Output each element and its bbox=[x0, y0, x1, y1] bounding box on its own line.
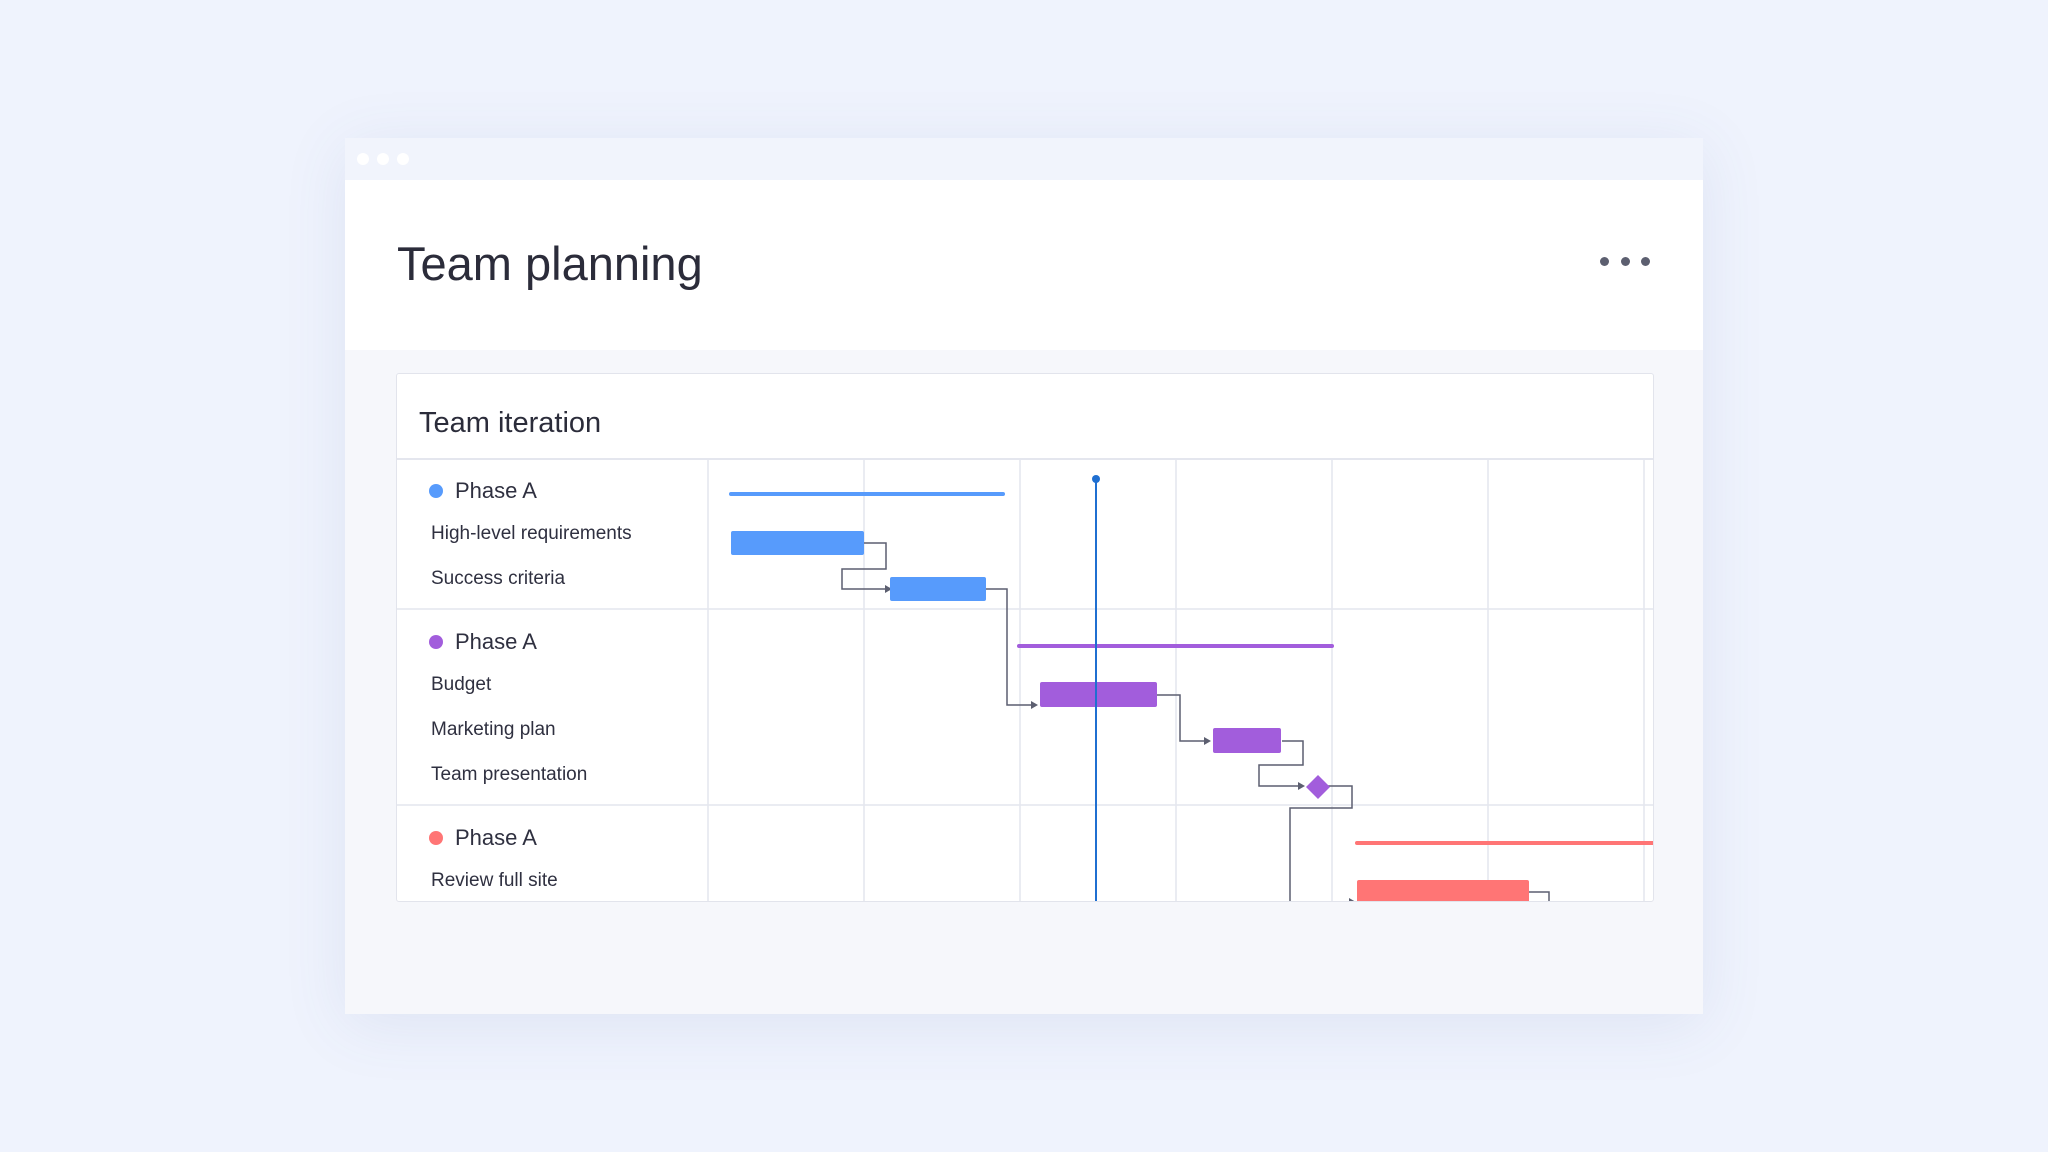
task-bar[interactable] bbox=[1357, 880, 1529, 902]
task-row-label[interactable]: Budget bbox=[431, 674, 492, 695]
group-header-phase[interactable]: Phase A bbox=[429, 631, 537, 653]
today-marker-dot bbox=[1092, 475, 1100, 483]
task-row-label[interactable]: Marketing plan bbox=[431, 719, 556, 740]
group-color-dot bbox=[429, 484, 443, 498]
arrow-head bbox=[885, 585, 892, 593]
group-label: Phase A bbox=[455, 478, 537, 503]
task-row-label[interactable]: High-level requirements bbox=[431, 523, 632, 544]
arrow-head bbox=[1349, 898, 1355, 901]
window-control-dot[interactable] bbox=[377, 153, 389, 165]
task-bar[interactable] bbox=[890, 577, 986, 601]
app-window: Team planning Team iteration bbox=[345, 138, 1703, 1014]
arrow-head bbox=[1204, 737, 1211, 745]
widget-title: Team iteration bbox=[419, 407, 602, 439]
window-control-dot[interactable] bbox=[357, 153, 369, 165]
group-header-phase[interactable]: Phase A bbox=[429, 827, 537, 849]
task-bar[interactable] bbox=[1213, 728, 1281, 753]
dependency-connector bbox=[985, 588, 1033, 706]
dependency-connector bbox=[1289, 785, 1353, 901]
page-title: Team planning bbox=[397, 237, 703, 290]
group-header-phase[interactable]: Phase A bbox=[429, 480, 537, 502]
more-horizontal-icon bbox=[1600, 256, 1609, 266]
dependency-connector bbox=[1258, 740, 1304, 787]
task-row-label[interactable]: Team presentation bbox=[431, 764, 588, 785]
more-horizontal-icon bbox=[1620, 256, 1630, 266]
group-color-dot bbox=[429, 635, 443, 649]
task-row-label[interactable]: Success criteria bbox=[431, 568, 566, 589]
task-bar[interactable] bbox=[1040, 682, 1157, 707]
divider bbox=[397, 458, 1653, 460]
window-titlebar bbox=[345, 138, 1703, 180]
arrow-head bbox=[1031, 701, 1038, 709]
task-bar[interactable] bbox=[731, 531, 864, 555]
dependency-connector bbox=[1157, 694, 1206, 742]
gantt-widget: Team iteration bbox=[396, 373, 1654, 902]
task-row-label[interactable]: Review full site bbox=[431, 870, 558, 891]
page-header: Team planning bbox=[345, 180, 1703, 350]
dependency-connector bbox=[1528, 891, 1550, 901]
dependency-connector bbox=[841, 542, 887, 590]
more-options-button[interactable] bbox=[1600, 250, 1650, 272]
group-color-dot bbox=[429, 831, 443, 845]
arrow-head bbox=[1298, 782, 1305, 790]
group-label: Phase A bbox=[455, 629, 537, 654]
more-horizontal-icon bbox=[1641, 256, 1650, 266]
group-label: Phase A bbox=[455, 825, 537, 850]
milestone-diamond[interactable] bbox=[1306, 775, 1330, 799]
gantt-chart bbox=[397, 459, 1653, 902]
window-control-dot[interactable] bbox=[397, 153, 409, 165]
